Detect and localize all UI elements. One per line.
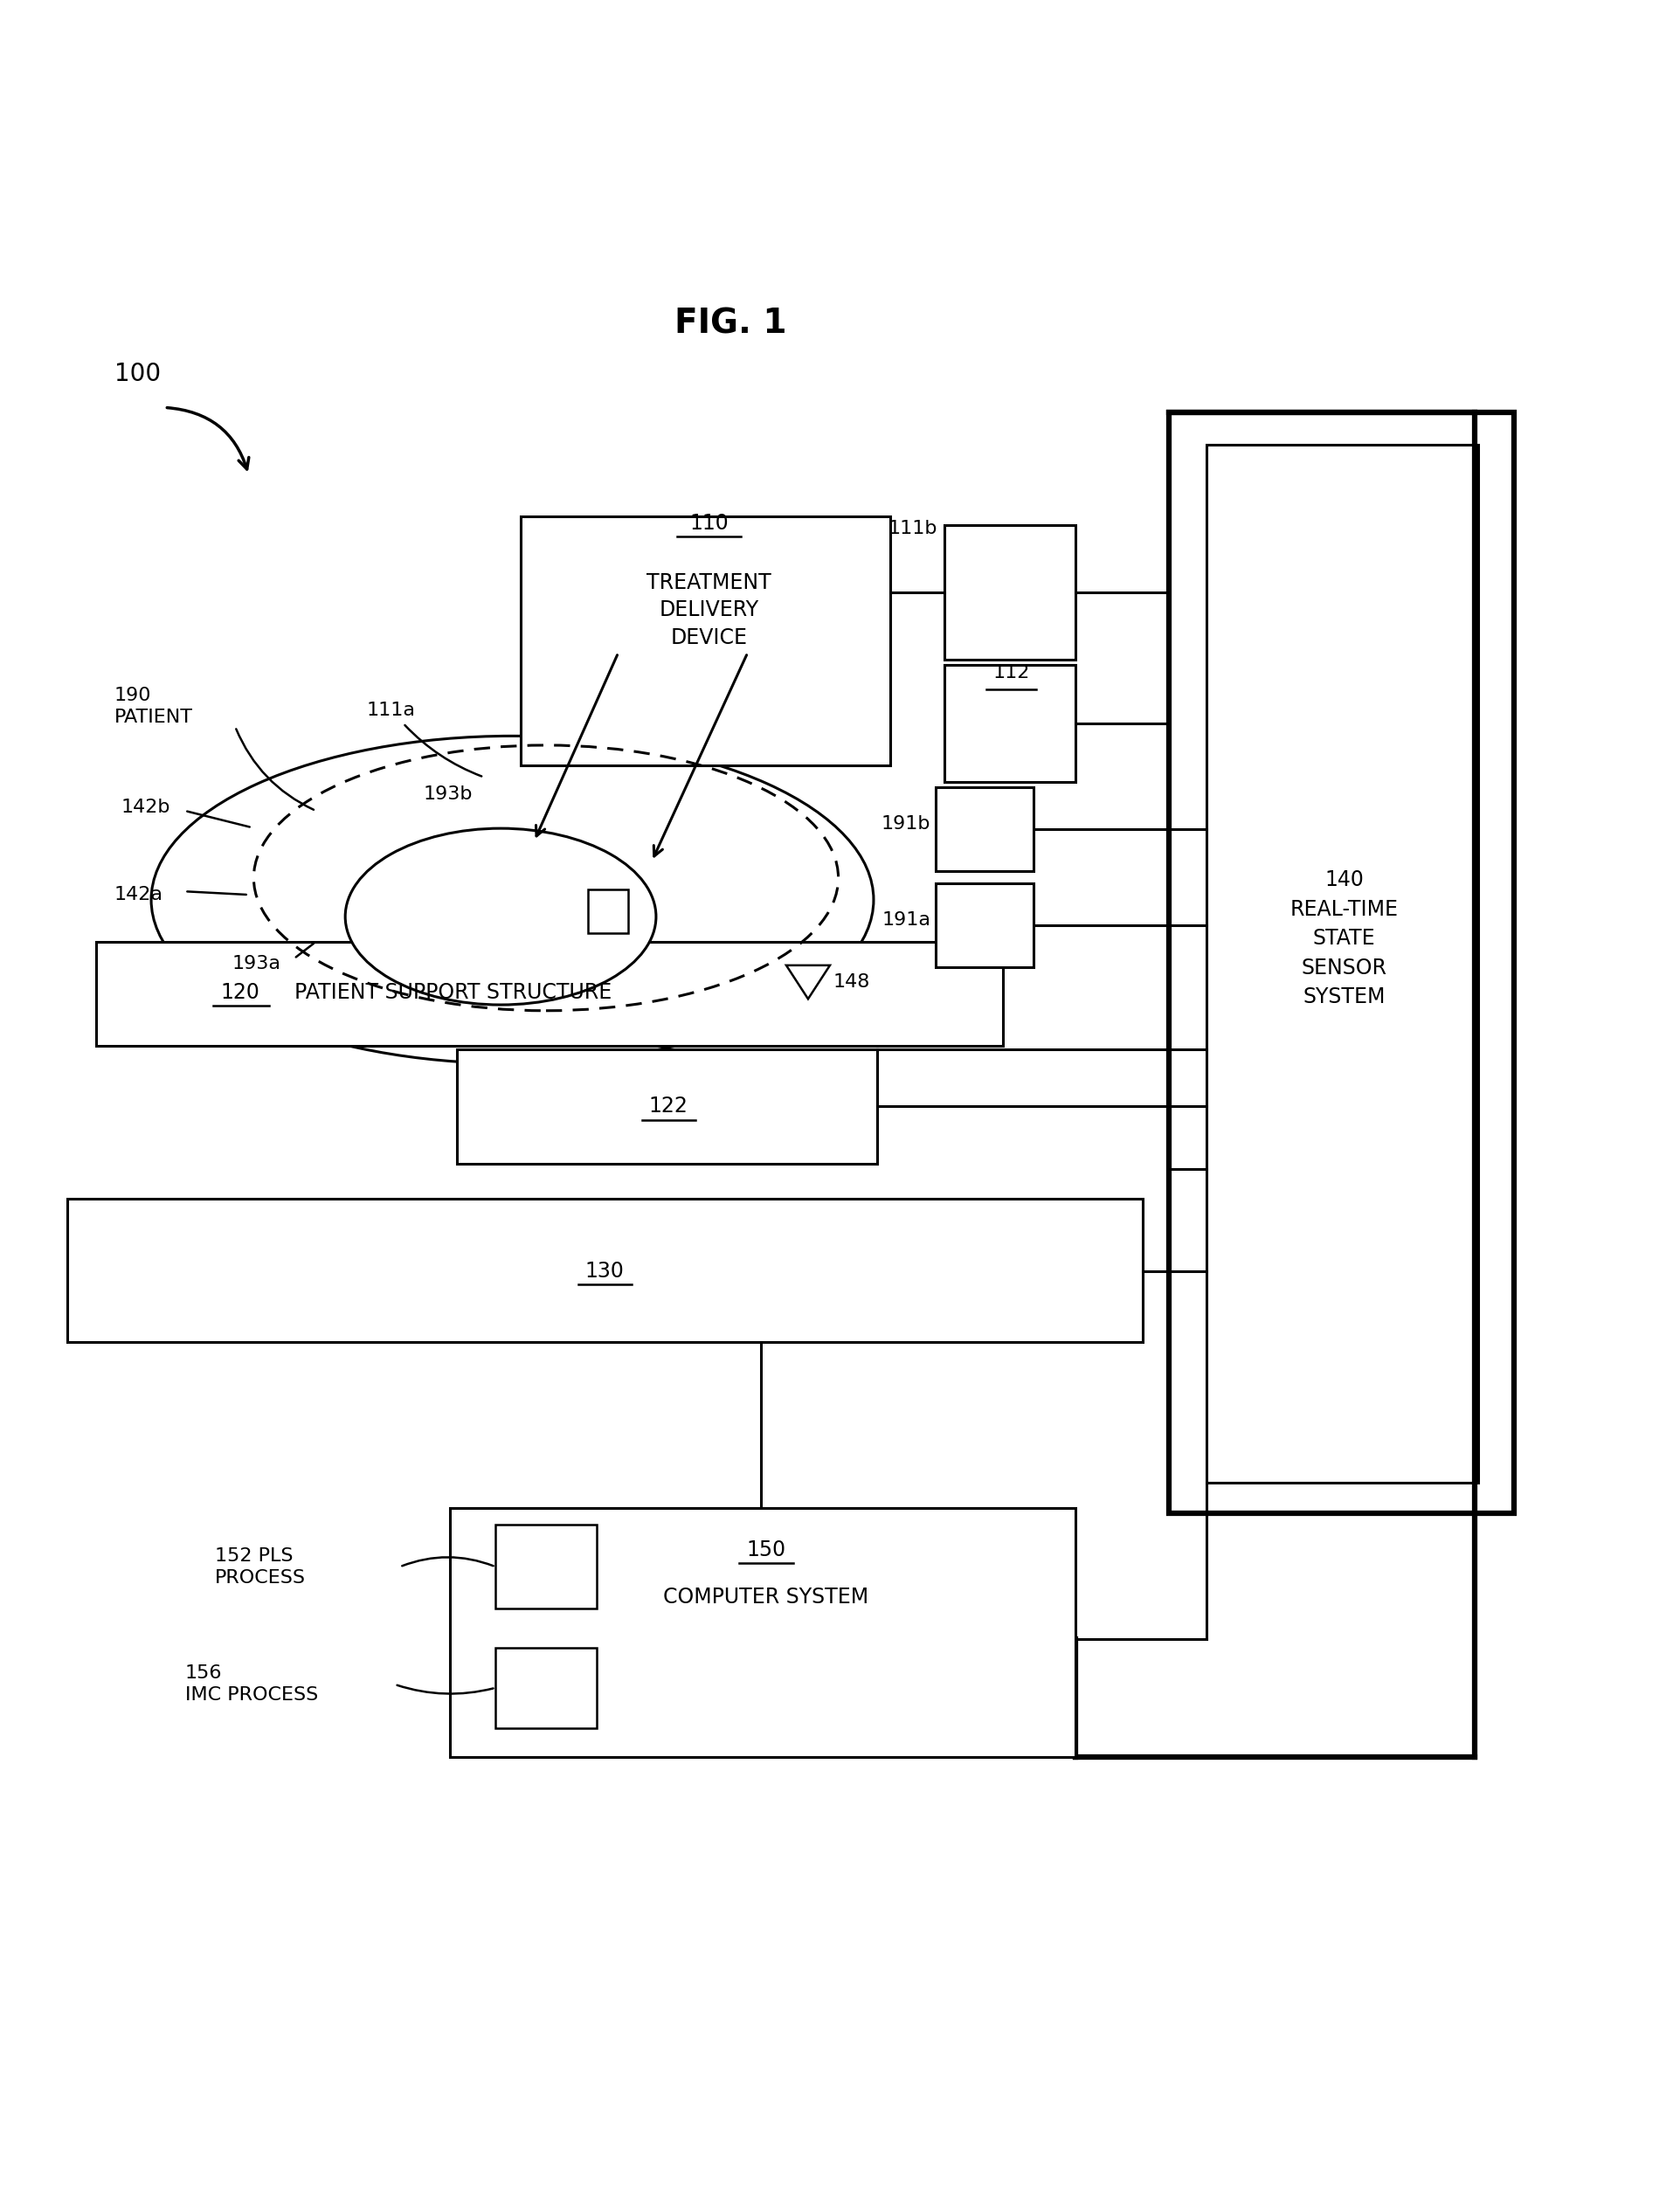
Bar [588, 890, 628, 933]
Bar [96, 942, 1003, 1045]
Text: 191a: 191a [882, 912, 931, 929]
Text: 156
IMC PROCESS: 156 IMC PROCESS [185, 1666, 318, 1703]
Text: 140
REAL-TIME
STATE
SENSOR
SYSTEM: 140 REAL-TIME STATE SENSOR SYSTEM [1290, 870, 1398, 1008]
Text: 110: 110 [689, 512, 729, 533]
Bar [1206, 444, 1478, 1482]
Text: 193a: 193a [232, 955, 281, 973]
Text: TREATMENT
DELIVERY
DEVICE: TREATMENT DELIVERY DEVICE [647, 573, 771, 649]
Text: 120: 120 [220, 982, 260, 1003]
Bar [457, 1049, 877, 1163]
Bar [936, 787, 1033, 872]
Bar [1169, 413, 1514, 1513]
Text: 100: 100 [114, 361, 161, 387]
Text: 111b: 111b [889, 520, 937, 538]
Ellipse shape [151, 737, 874, 1065]
Bar [944, 525, 1075, 660]
FancyArrowPatch shape [166, 407, 249, 470]
Text: FIG. 1: FIG. 1 [675, 306, 786, 341]
Text: COMPUTER SYSTEM: COMPUTER SYSTEM [664, 1587, 869, 1607]
Text: 122: 122 [648, 1095, 689, 1117]
Bar [944, 665, 1075, 783]
Text: 152 PLS
PROCESS: 152 PLS PROCESS [215, 1548, 306, 1587]
Text: 148: 148 [833, 973, 870, 990]
Text: 112: 112 [993, 665, 1030, 682]
Text: 130: 130 [585, 1261, 625, 1281]
Ellipse shape [346, 828, 655, 1006]
Text: 111a: 111a [366, 702, 415, 719]
Text: 193b: 193b [423, 785, 472, 802]
Text: 142a: 142a [114, 885, 163, 903]
Text: 190
PATIENT: 190 PATIENT [114, 686, 193, 726]
Text: 191b: 191b [882, 815, 931, 833]
Polygon shape [786, 966, 830, 999]
Bar [450, 1508, 1075, 1758]
Text: 142b: 142b [121, 798, 170, 815]
Bar [496, 1648, 596, 1729]
Text: 150: 150 [746, 1539, 786, 1561]
Bar [936, 883, 1033, 966]
Bar [67, 1198, 1142, 1342]
Bar [496, 1526, 596, 1609]
Text: PATIENT SUPPORT STRUCTURE: PATIENT SUPPORT STRUCTURE [294, 982, 612, 1003]
Bar [521, 516, 890, 765]
